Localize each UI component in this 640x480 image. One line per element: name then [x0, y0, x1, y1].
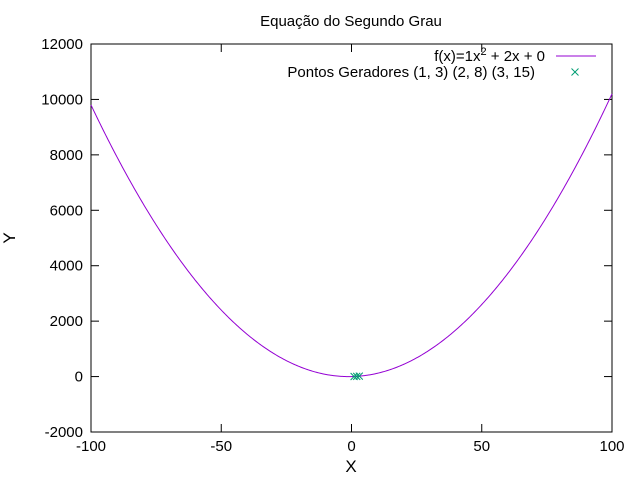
- legend-label-points: Pontos Geradores (1, 3) (2, 8) (3, 15): [287, 64, 535, 81]
- chart-title: Equação do Segundo Grau: [260, 13, 442, 30]
- series-quadratic-line: [90, 93, 613, 378]
- x-axis-ticks: -100 -50 0 50 100: [76, 44, 625, 455]
- y-tick-label: 6000: [50, 202, 83, 219]
- y-tick-label: 2000: [50, 313, 83, 330]
- legend: f(x)=1x2 + 2x + 0 Pontos Geradores (1, 3…: [287, 46, 596, 81]
- x-tick-label: -100: [76, 438, 106, 455]
- x-tick-label: 0: [347, 438, 355, 455]
- data-point: [352, 372, 361, 381]
- y-tick-label: 0: [75, 369, 83, 386]
- x-tick-label: -50: [210, 438, 232, 455]
- y-tick-label: -2000: [45, 424, 83, 441]
- series-points: [350, 372, 364, 381]
- x-tick-label: 50: [473, 438, 490, 455]
- y-axis-ticks: -2000 0 2000 4000 6000 8000 10000 12000: [41, 36, 612, 441]
- legend-marker-x: [571, 68, 579, 76]
- y-tick-label: 10000: [41, 91, 83, 108]
- y-axis-label: Y: [0, 232, 19, 243]
- y-tick-label: 12000: [41, 36, 83, 53]
- x-axis-label: X: [345, 457, 356, 476]
- x-tick-label: 100: [599, 438, 624, 455]
- y-tick-label: 4000: [50, 258, 83, 275]
- legend-label-quadratic: f(x)=1x2 + 2x + 0: [434, 46, 545, 65]
- y-tick-label: 8000: [50, 147, 83, 164]
- legend-swatch-points: [571, 68, 579, 76]
- data-point: [355, 372, 364, 381]
